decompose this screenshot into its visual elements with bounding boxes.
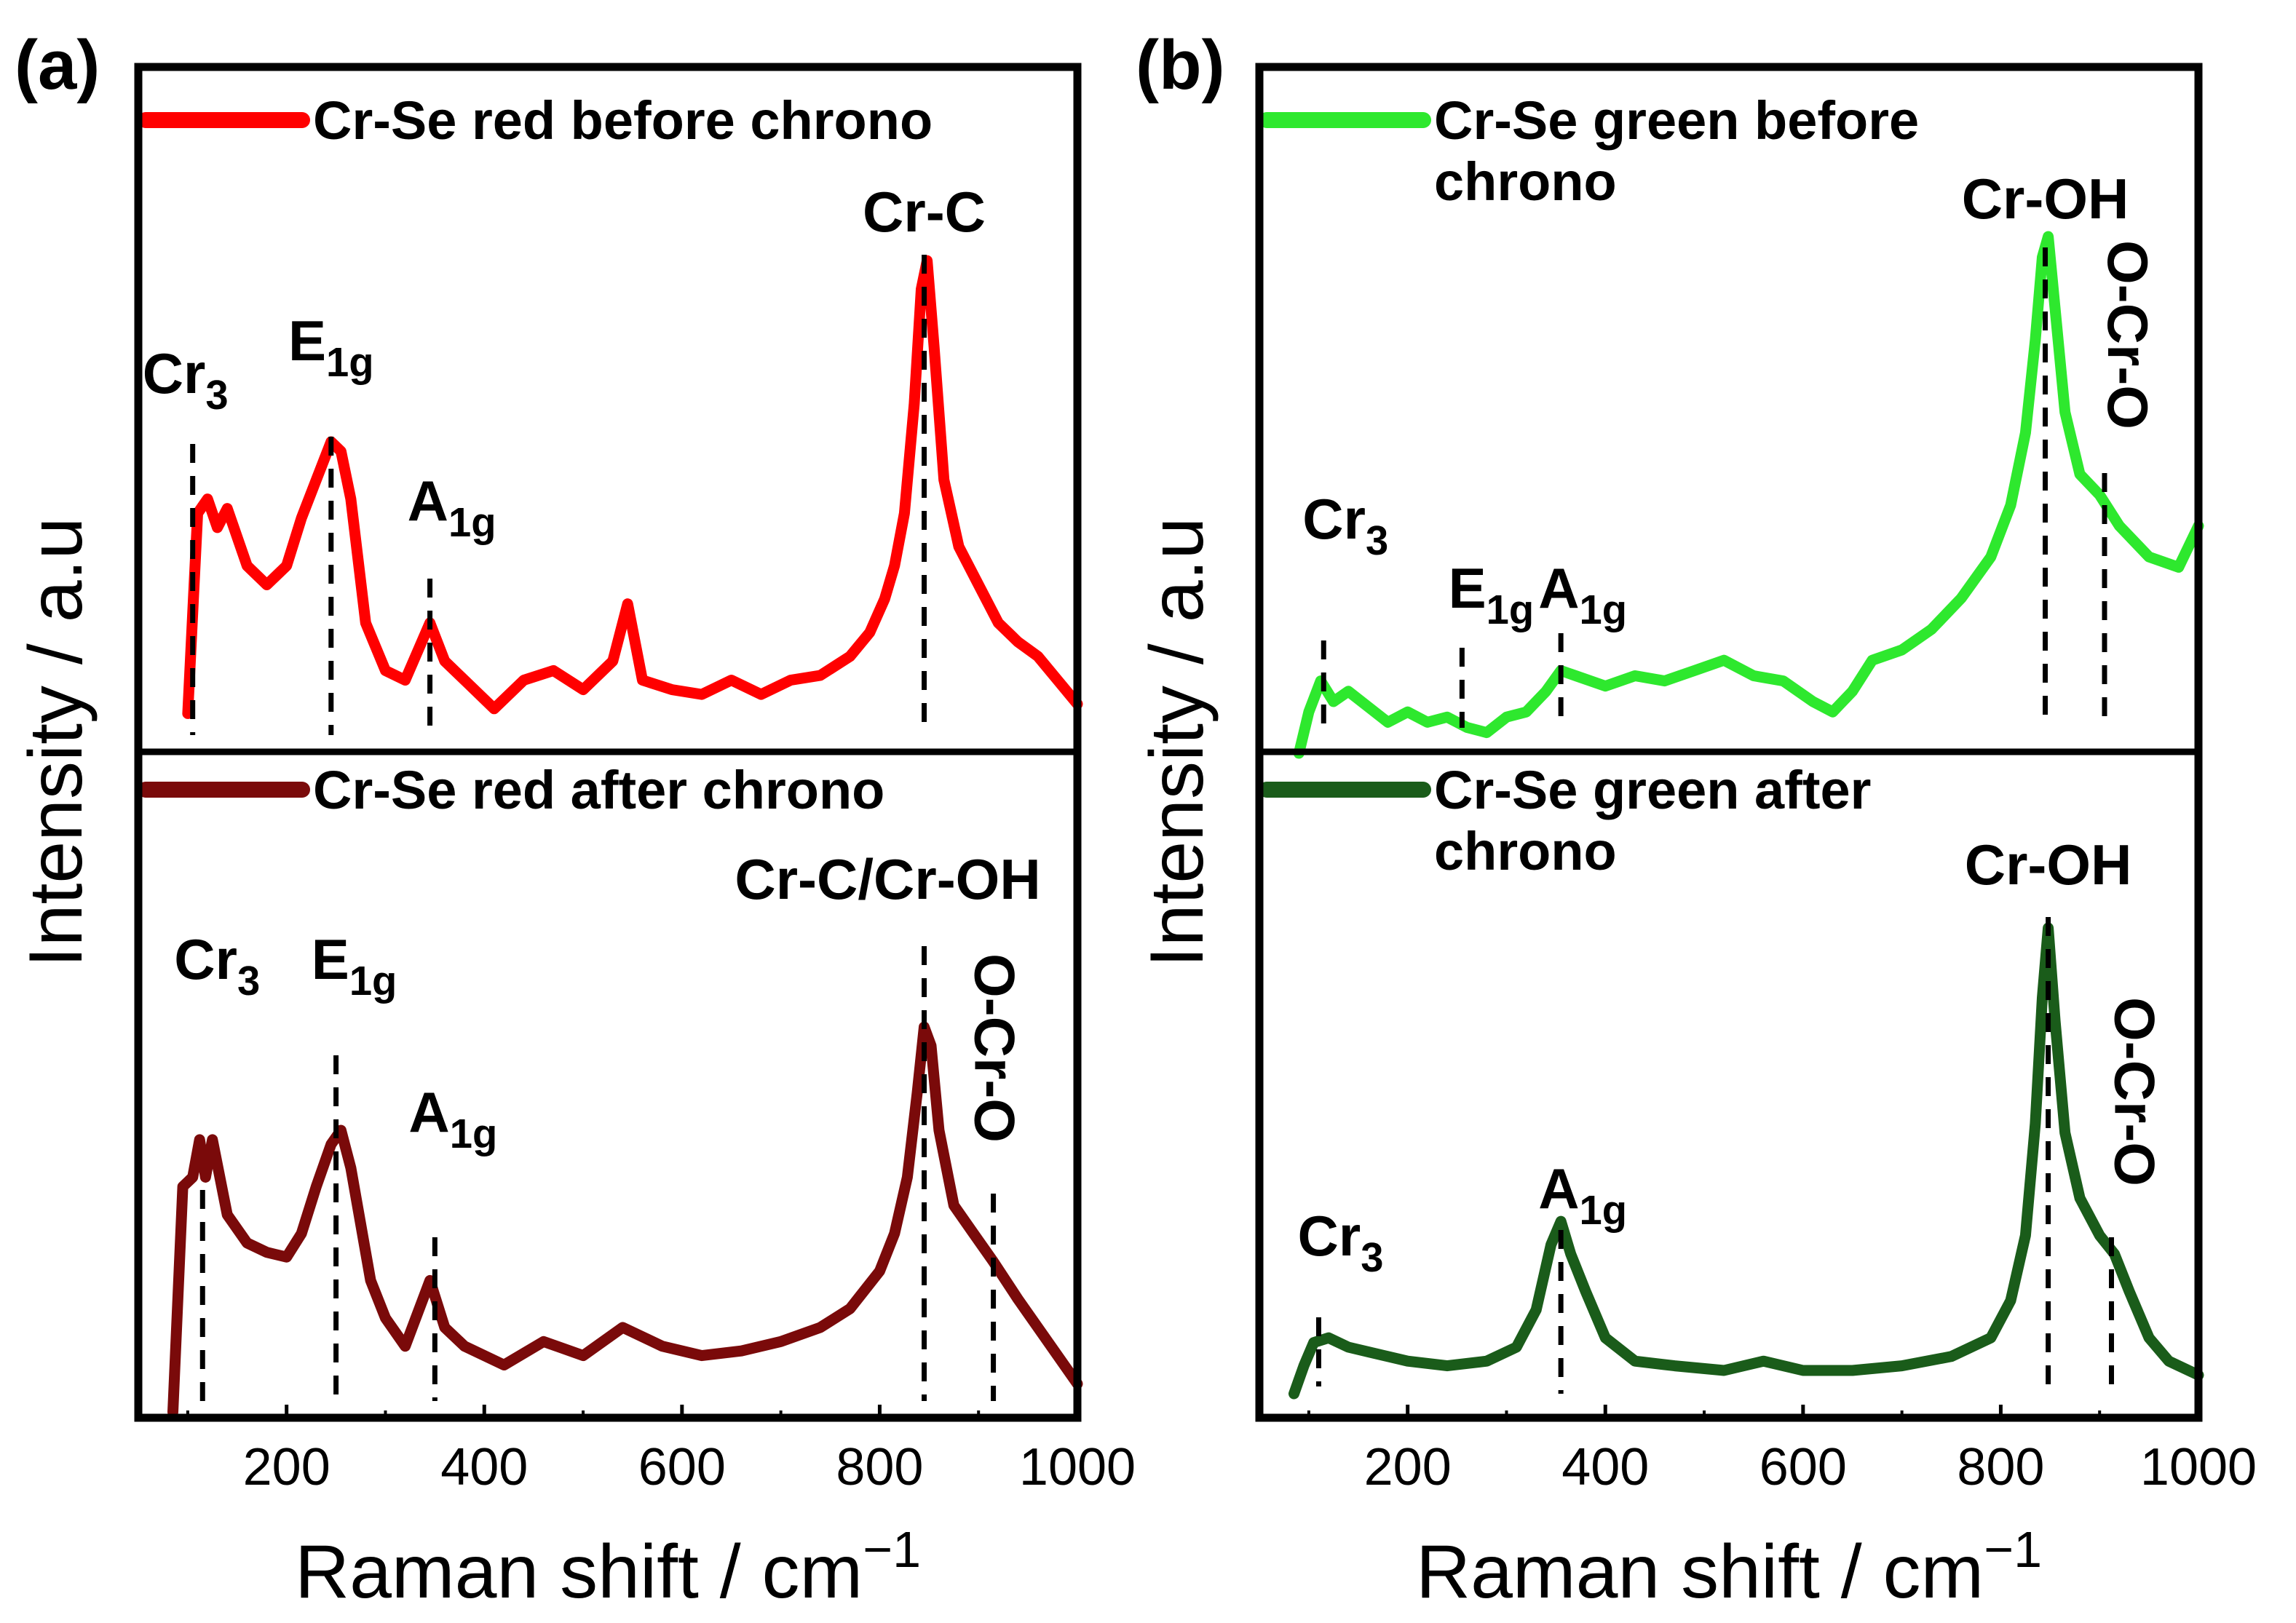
peak-label-text: E <box>288 309 326 373</box>
peak-label-subscript: 1g <box>349 958 397 1004</box>
panel-label: (a) <box>15 26 100 104</box>
x-axis-label-text: Raman shift / cm <box>295 1530 863 1614</box>
peak-label-subscript: 1g <box>450 1111 498 1156</box>
panel-a: (a) Intensity / a.u Raman shift / cm−1 200 4… <box>14 26 1136 1614</box>
series-line <box>182 255 1083 719</box>
x-tick-label: 400 <box>440 1438 528 1496</box>
x-tick-label: 600 <box>1759 1438 1847 1496</box>
peak-label-subscript: 3 <box>1366 517 1388 563</box>
peak-label: O-Cr-O <box>963 953 1027 1143</box>
peak-label-subscript: 3 <box>237 958 260 1004</box>
peak-label: E1g <box>312 927 397 1004</box>
peak-label-text: Cr <box>143 341 206 405</box>
series-line <box>1293 231 2204 759</box>
panel-b: (b) Intensity / a.u Raman shift / cm−1 200 4… <box>1135 26 2257 1614</box>
peak-label: Cr3 <box>143 341 229 418</box>
peak-label-subscript: 1g <box>1487 587 1535 632</box>
x-axis-label-text: Raman shift / cm <box>1416 1530 1984 1614</box>
y-axis-label: Intensity / a.u <box>1135 517 1219 968</box>
peak-label-text: Cr-OH <box>1962 167 2129 231</box>
peak-label: A1g <box>1538 556 1627 632</box>
x-tick-label: 1000 <box>1019 1438 1136 1496</box>
peak-label-subscript: 1g <box>326 339 374 385</box>
legend-label: Cr-Se red before chrono <box>313 90 933 151</box>
peak-label-text: Cr <box>1302 487 1366 551</box>
y-axis-label: Intensity / a.u <box>14 517 98 968</box>
peak-label-text: E <box>1449 556 1487 620</box>
peak-label: Cr3 <box>1298 1204 1384 1280</box>
panel-label: (b) <box>1136 26 1225 104</box>
peak-label-subscript: 1g <box>1580 587 1628 632</box>
x-tick-label: 800 <box>1957 1438 2044 1496</box>
legend-label-line2: chrono <box>1434 151 1617 212</box>
plot-frame <box>134 63 1082 1422</box>
legend-label: Cr-Se green after <box>1434 760 1871 820</box>
x-tick-label: 600 <box>638 1438 726 1496</box>
plot-frame <box>1255 63 2203 1422</box>
peak-label-text: Cr-C <box>863 180 986 244</box>
peak-label: Cr-OH <box>1962 167 2129 231</box>
peak-label-subscript: 3 <box>1361 1234 1383 1280</box>
x-tick-label: 1000 <box>2140 1438 2257 1496</box>
x-tick-label: 200 <box>1364 1438 1452 1496</box>
legend-label-line2: chrono <box>1434 821 1617 881</box>
x-tick-label: 400 <box>1561 1438 1649 1496</box>
peak-label: Cr-C <box>863 180 986 244</box>
peak-label-text: Cr <box>174 927 237 991</box>
peak-label: A1g <box>1538 1156 1627 1233</box>
peak-label: A1g <box>408 469 496 545</box>
peak-label-text: Cr <box>1298 1204 1361 1268</box>
x-axis-label: Raman shift / cm−1 <box>1416 1521 2042 1614</box>
x-axis-label-superscript: −1 <box>863 1521 921 1578</box>
peak-label: Cr-OH <box>1965 833 2132 897</box>
x-axis-label: Raman shift / cm−1 <box>295 1521 921 1614</box>
peak-label: Cr3 <box>174 927 260 1004</box>
peak-label: Cr3 <box>1302 487 1388 563</box>
peak-label: O-Cr-O <box>2096 240 2160 429</box>
series-line <box>1288 922 2204 1400</box>
x-tick-label: 200 <box>243 1438 330 1496</box>
series-line <box>167 1021 1083 1418</box>
x-tick-label: 800 <box>836 1438 923 1496</box>
peak-label-text: A <box>1538 556 1579 620</box>
peak-label-subscript: 1g <box>448 499 496 545</box>
peak-label: E1g <box>1449 556 1535 632</box>
peak-label-subscript: 1g <box>1580 1187 1628 1233</box>
peak-label: O-Cr-O <box>2103 997 2167 1186</box>
peak-label: Cr-C/Cr-OH <box>735 847 1040 911</box>
peak-label-text: A <box>408 1080 449 1144</box>
peak-label: A1g <box>408 1080 497 1156</box>
peak-label-text: Cr-OH <box>1965 833 2132 897</box>
peak-label-subscript: 3 <box>205 372 228 418</box>
legend-label: Cr-Se green before <box>1434 90 1919 151</box>
x-axis-label-superscript: −1 <box>1984 1521 2042 1578</box>
peak-label-text: E <box>312 927 349 991</box>
peak-label-text: A <box>408 469 448 533</box>
legend-label: Cr-Se red after chrono <box>313 760 884 820</box>
peak-label-text: A <box>1538 1156 1579 1221</box>
peak-label: E1g <box>288 309 374 385</box>
peak-label-text: Cr-C/Cr-OH <box>735 847 1040 911</box>
